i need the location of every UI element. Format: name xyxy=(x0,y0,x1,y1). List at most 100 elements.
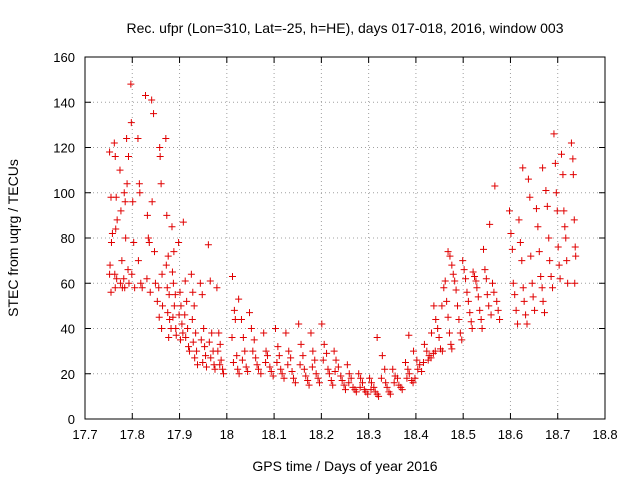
data-point xyxy=(148,96,156,104)
data-point xyxy=(181,311,189,319)
data-point xyxy=(481,266,489,274)
x-axis-label: GPS time / Days of year 2016 xyxy=(252,458,437,474)
data-point xyxy=(145,239,153,247)
x-tick-label: 18 xyxy=(220,427,234,442)
x-tick-label: 18.8 xyxy=(592,427,617,442)
data-point xyxy=(378,352,386,360)
data-point xyxy=(215,329,223,337)
data-point xyxy=(263,352,271,360)
data-point xyxy=(280,374,288,382)
data-point xyxy=(267,367,275,375)
data-point xyxy=(402,358,410,366)
y-tick-label: 160 xyxy=(53,50,75,65)
data-point xyxy=(324,365,332,373)
data-point xyxy=(305,381,313,389)
data-point xyxy=(237,315,245,323)
data-point xyxy=(150,248,158,256)
x-tick-label: 18.2 xyxy=(309,427,334,442)
data-point xyxy=(155,313,163,321)
data-point xyxy=(239,334,247,342)
data-point xyxy=(187,270,195,278)
data-point xyxy=(331,367,339,375)
data-point xyxy=(130,239,138,247)
data-point xyxy=(428,329,436,337)
chart-title: Rec. ufpr (Lon=310, Lat=-25, h=HE), days… xyxy=(126,20,563,36)
data-point xyxy=(134,257,142,265)
data-point xyxy=(247,325,255,332)
x-tick-label: 18.3 xyxy=(356,427,381,442)
data-point xyxy=(262,347,270,355)
data-point xyxy=(272,325,280,332)
data-point xyxy=(308,363,316,371)
data-point xyxy=(340,381,348,389)
y-tick-label: 0 xyxy=(68,412,75,427)
data-point xyxy=(207,354,215,362)
data-point xyxy=(514,320,522,328)
data-point xyxy=(193,347,201,355)
data-point xyxy=(454,302,462,310)
data-point xyxy=(296,361,304,369)
data-point xyxy=(405,370,413,378)
data-point xyxy=(168,223,176,231)
data-point xyxy=(304,377,312,385)
data-point xyxy=(564,279,572,287)
data-point xyxy=(116,279,124,287)
data-point xyxy=(122,234,130,242)
data-point xyxy=(462,275,470,283)
data-point xyxy=(156,144,164,151)
data-point xyxy=(204,241,212,249)
data-point xyxy=(175,239,183,247)
data-point xyxy=(438,347,446,355)
data-point xyxy=(137,279,145,287)
data-point xyxy=(448,345,456,353)
data-point xyxy=(367,386,375,394)
data-point xyxy=(551,159,559,167)
data-point xyxy=(420,340,428,348)
data-point xyxy=(383,383,391,391)
data-point xyxy=(432,315,440,323)
data-point xyxy=(107,288,115,296)
data-point xyxy=(291,379,299,387)
data-point xyxy=(171,291,179,299)
data-point xyxy=(213,284,221,292)
data-point xyxy=(508,245,516,253)
data-point xyxy=(107,239,115,247)
data-point xyxy=(110,139,118,147)
data-point xyxy=(129,198,137,206)
data-point xyxy=(458,336,466,344)
data-point xyxy=(216,340,224,348)
y-tick-label: 60 xyxy=(61,276,75,291)
data-point xyxy=(253,361,261,369)
data-point xyxy=(190,302,198,310)
x-tick-label: 18.6 xyxy=(498,427,523,442)
data-point xyxy=(202,352,210,360)
data-point xyxy=(252,354,260,362)
data-point xyxy=(250,336,258,344)
data-point xyxy=(358,379,366,387)
data-point xyxy=(165,291,173,299)
data-point xyxy=(519,284,527,292)
data-point xyxy=(111,270,119,278)
data-point xyxy=(468,325,476,332)
data-point xyxy=(554,243,562,251)
data-point xyxy=(302,372,310,380)
data-point xyxy=(162,134,170,142)
data-point xyxy=(169,279,177,287)
y-tick-label: 120 xyxy=(53,141,75,156)
data-point xyxy=(562,234,570,242)
data-point xyxy=(106,261,114,269)
data-point xyxy=(312,370,320,378)
data-point xyxy=(262,358,270,366)
data-point xyxy=(220,370,228,378)
data-point xyxy=(398,386,406,394)
x-tick-label: 18.4 xyxy=(403,427,428,442)
data-point xyxy=(547,272,555,280)
data-point xyxy=(515,216,523,224)
data-point xyxy=(214,347,222,355)
data-point xyxy=(403,374,411,382)
data-point xyxy=(128,270,136,278)
data-point xyxy=(526,193,534,201)
data-point xyxy=(463,288,471,296)
data-point xyxy=(136,189,144,197)
